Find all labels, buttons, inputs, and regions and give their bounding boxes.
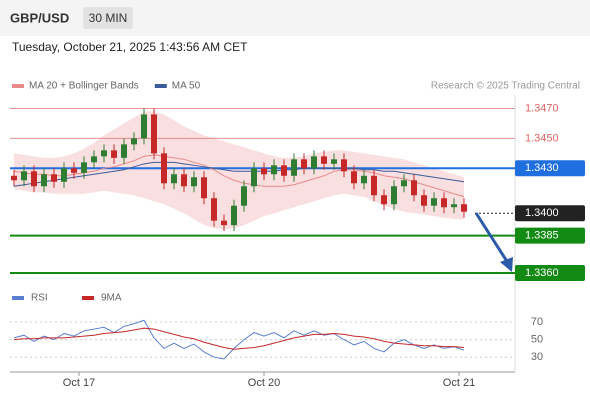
candle-body — [51, 174, 57, 182]
candle-body — [431, 198, 437, 206]
candle-body — [111, 150, 117, 158]
ma-line — [13, 161, 465, 187]
candle-body — [341, 159, 347, 172]
candle-body — [441, 198, 447, 208]
level-label-box — [515, 205, 585, 222]
candle-body — [91, 156, 97, 163]
candle-body — [371, 175, 377, 196]
candle-body — [461, 204, 467, 212]
candle-body — [231, 205, 237, 226]
candle-body — [451, 204, 457, 208]
y-tick-label: 50 — [531, 334, 543, 346]
candle-body — [181, 174, 187, 187]
candle-body — [151, 114, 157, 154]
candle-body — [221, 220, 227, 226]
bollinger-band — [14, 111, 464, 230]
level-label: 1.3400 — [525, 207, 559, 219]
legend-label: 9MA — [101, 293, 122, 304]
level-label: 1.3450 — [525, 132, 559, 144]
level-label: 1.3470 — [525, 102, 559, 114]
candle-body — [381, 195, 387, 205]
candle-body — [41, 174, 47, 187]
candle-body — [281, 165, 287, 176]
credit: Research © 2025 Trading Central — [431, 81, 580, 92]
candle-body — [311, 156, 317, 169]
candle-body — [21, 171, 27, 181]
candle-body — [291, 159, 297, 176]
candle-body — [351, 171, 357, 184]
legend-label: MA 50 — [172, 81, 201, 92]
indicator-line — [13, 327, 465, 350]
forecast-arrow — [474, 212, 510, 264]
candle-body — [121, 144, 127, 158]
y-tick-label: 70 — [531, 316, 543, 328]
candle-body — [161, 153, 167, 184]
candle-body — [391, 186, 397, 205]
candle-body — [241, 186, 247, 206]
candle-body — [211, 198, 217, 221]
level-label-box — [515, 160, 585, 177]
x-tick-label: Oct 21 — [443, 377, 475, 389]
candle-body — [361, 175, 367, 184]
forecast-arrowhead — [500, 257, 513, 272]
candle-body — [411, 180, 417, 196]
level-label: 1.3360 — [525, 267, 559, 279]
candle-body — [11, 175, 17, 181]
candle-body — [321, 156, 327, 164]
indicator-line — [13, 319, 465, 360]
legend-swatch — [154, 84, 167, 88]
symbol: GBP/USD — [10, 10, 69, 25]
level-label: 1.3385 — [525, 230, 559, 242]
level-label-box — [515, 227, 585, 244]
timeframe: 30 MIN — [89, 11, 128, 25]
legend-label: MA 20 + Bollinger Bands — [29, 81, 139, 92]
legend-swatch — [82, 296, 94, 300]
ma-line — [13, 154, 465, 198]
candle-body — [421, 195, 427, 206]
candle-body — [101, 150, 107, 157]
x-tick-label: Oct 20 — [248, 377, 280, 389]
candle-body — [71, 168, 77, 173]
x-tick-label: Oct 17 — [63, 377, 95, 389]
candle-body — [191, 177, 197, 187]
candle-body — [251, 168, 257, 187]
candle-body — [171, 174, 177, 184]
candle-body — [61, 168, 67, 182]
y-tick-label: 30 — [531, 351, 543, 363]
candle-body — [201, 177, 207, 199]
candle-body — [31, 171, 37, 187]
legend-swatch — [12, 84, 24, 88]
candle-body — [401, 180, 407, 187]
candle-body — [81, 162, 87, 173]
timestamp: Tuesday, October 21, 2025 1:43:56 AM CET — [12, 40, 248, 54]
candle-body — [331, 159, 337, 164]
legend-swatch — [12, 296, 24, 300]
candle-body — [261, 168, 267, 175]
candle-body — [271, 165, 277, 175]
legend-label: RSI — [31, 293, 48, 304]
level-label: 1.3430 — [525, 162, 559, 174]
timeframe-box — [83, 7, 133, 29]
level-label-box — [515, 265, 585, 282]
candle-body — [301, 159, 307, 169]
candle-body — [141, 114, 147, 139]
candle-body — [131, 138, 137, 145]
